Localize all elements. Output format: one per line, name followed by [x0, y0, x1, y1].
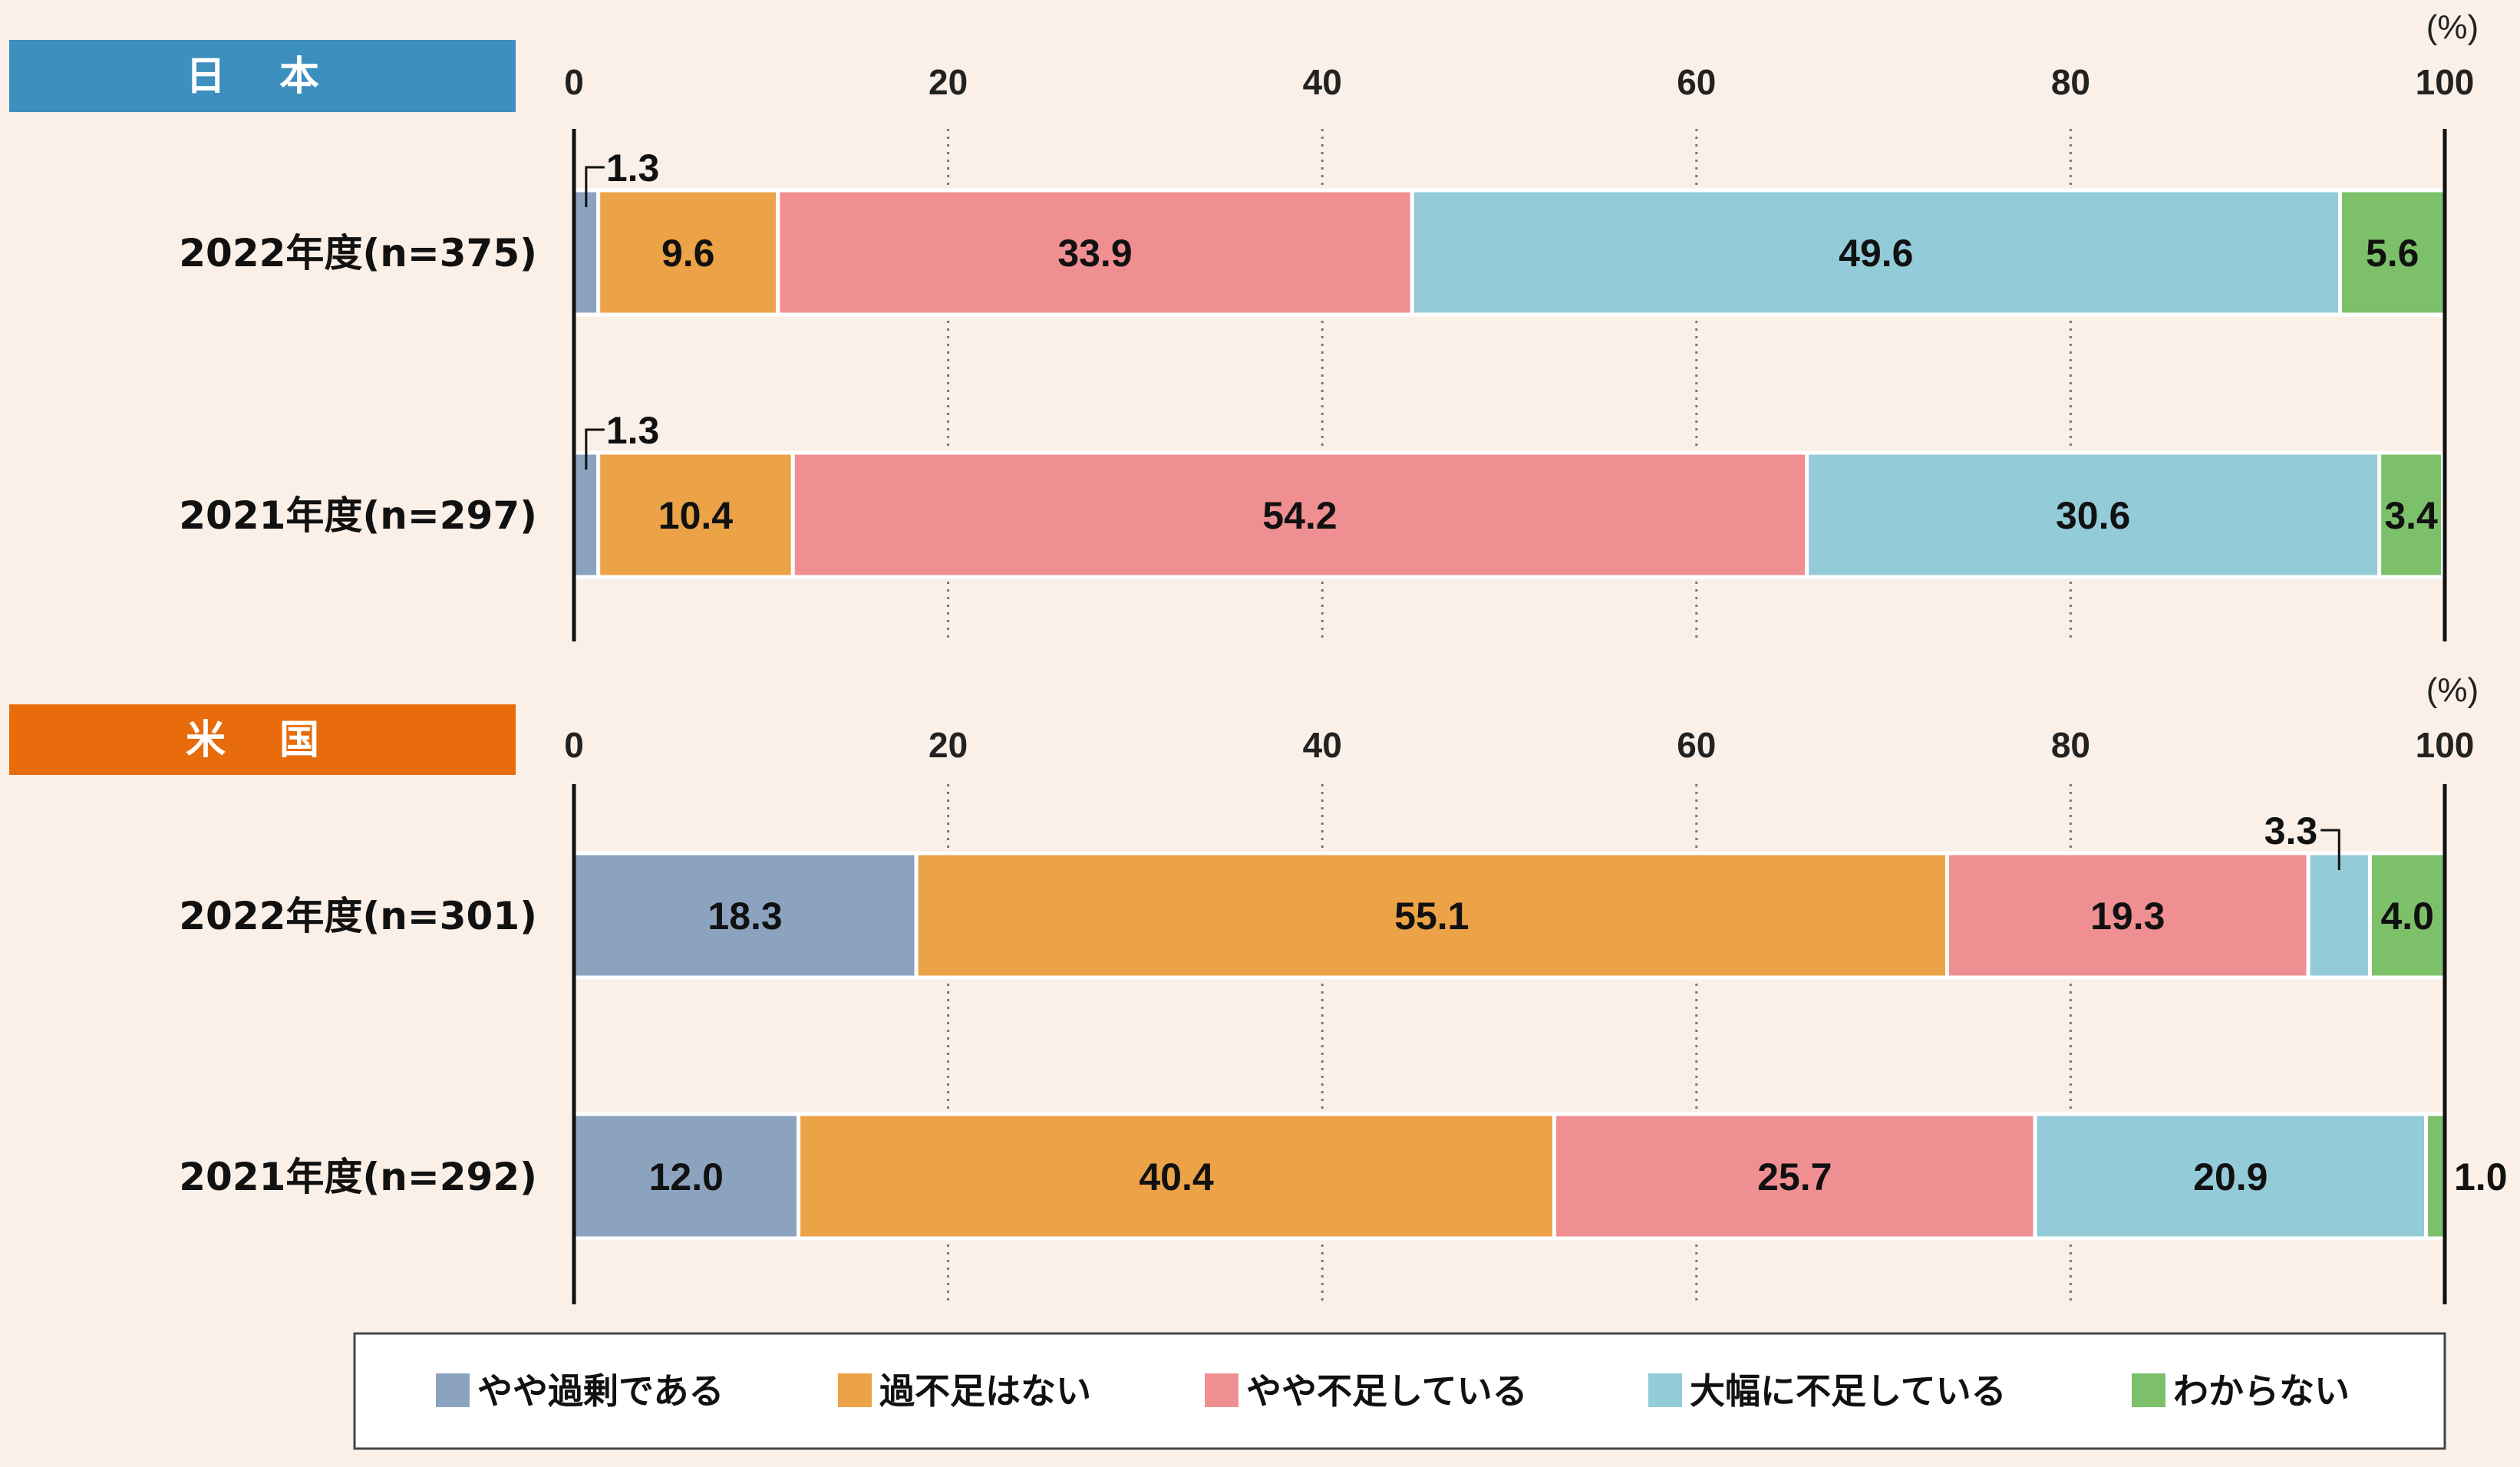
- x-tick-label: 60: [1677, 725, 1716, 765]
- legend-swatch: [838, 1373, 872, 1407]
- legend-item: 過不足はない: [879, 1370, 1091, 1412]
- legend-box: [353, 1332, 2446, 1450]
- data-label: 49.6: [1839, 232, 1913, 275]
- x-tick-label: 40: [1303, 62, 1342, 102]
- data-label: 9.6: [661, 232, 715, 275]
- region-header: [9, 40, 516, 112]
- data-label: 10.4: [658, 494, 734, 537]
- x-tick-label: 20: [929, 62, 968, 102]
- data-label: 12.0: [649, 1155, 724, 1198]
- region-label: 日 本: [186, 54, 339, 100]
- data-label: 54.2: [1262, 494, 1337, 537]
- legend-item: やや過剰である: [477, 1370, 724, 1412]
- x-tick-label: 100: [2416, 62, 2475, 102]
- category-label: 2021年度(n=292): [179, 1155, 537, 1199]
- data-label: 3.3: [2264, 809, 2318, 852]
- unit-label: (%): [2426, 671, 2479, 709]
- callout-line: [585, 428, 605, 470]
- bar-segment: [596, 450, 795, 579]
- region-label: 米 国: [186, 717, 339, 763]
- callout-line: [585, 166, 605, 207]
- data-label: 33.9: [1057, 232, 1132, 275]
- data-label: 19.3: [2090, 895, 2165, 938]
- bar-segment: [797, 1112, 1557, 1241]
- x-tick-label: 40: [1303, 725, 1342, 765]
- category-label: 2022年度(n=301): [179, 894, 537, 938]
- data-label: 1.3: [606, 147, 660, 190]
- data-label: 18.3: [708, 895, 782, 938]
- category-label: 2021年度(n=297): [179, 493, 537, 538]
- bar-segment: [914, 851, 1949, 980]
- unit-label: (%): [2426, 8, 2479, 46]
- x-tick-label: 80: [2051, 62, 2090, 102]
- x-tick-label: 0: [564, 725, 584, 765]
- x-tick-label: 80: [2051, 725, 2090, 765]
- legend-swatch: [1648, 1373, 1682, 1407]
- data-label: 20.9: [2193, 1155, 2268, 1198]
- legend-item: わからない: [2173, 1370, 2350, 1412]
- legend-swatch: [2132, 1373, 2165, 1407]
- bar-segment: [572, 450, 601, 579]
- data-label: 1.3: [606, 409, 660, 452]
- bar-segment: [572, 188, 601, 317]
- x-tick-label: 20: [929, 725, 968, 765]
- bar-segment: [1552, 1112, 2037, 1241]
- bar-segment: [2306, 851, 2372, 980]
- legend-item: 大幅に不足している: [1690, 1370, 2007, 1412]
- data-label: 25.7: [1757, 1155, 1832, 1198]
- legend-swatch: [1205, 1373, 1239, 1407]
- legend-swatch: [436, 1373, 470, 1407]
- x-tick-label: 60: [1677, 62, 1716, 102]
- data-label: 3.4: [2384, 494, 2438, 537]
- data-label: 1.0: [2454, 1155, 2508, 1198]
- bar-segment: [1944, 851, 2311, 980]
- category-label: 2022年度(n=375): [179, 231, 537, 275]
- bar-segment: [790, 450, 1809, 579]
- data-label: 5.6: [2366, 232, 2419, 275]
- data-label: 4.0: [2380, 895, 2434, 938]
- bar-segment: [2424, 1112, 2447, 1241]
- callout-line: [2320, 829, 2340, 870]
- region-header: [9, 704, 516, 775]
- data-label: 40.4: [1139, 1155, 1214, 1198]
- x-tick-label: 100: [2416, 725, 2475, 765]
- data-label: 30.6: [2056, 494, 2130, 537]
- bar-segment: [776, 188, 1414, 317]
- data-label: 55.1: [1394, 895, 1469, 938]
- x-tick-label: 0: [564, 62, 584, 102]
- bar-segment: [1805, 450, 2382, 579]
- bar-segment: [2377, 450, 2446, 579]
- bar-segment: [2033, 1112, 2429, 1241]
- bar-segment: [596, 188, 780, 317]
- legend-item: やや不足している: [1246, 1370, 1528, 1412]
